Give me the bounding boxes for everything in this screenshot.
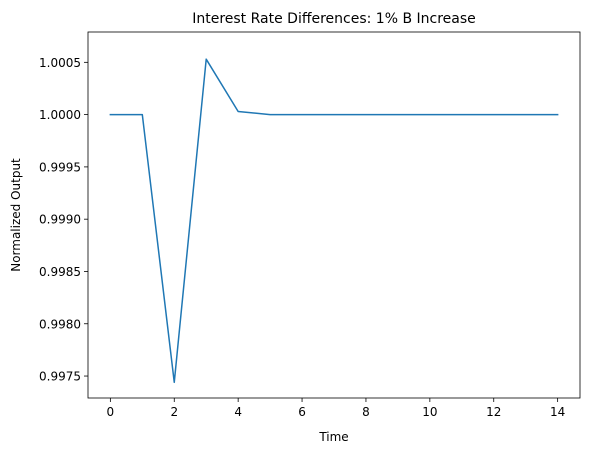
x-tick-label: 0 [107,405,115,419]
chart-title: Interest Rate Differences: 1% B Increase [192,11,476,27]
y-tick-label: 0.9980 [39,317,81,331]
x-tick-label: 10 [422,405,437,419]
y-tick-label: 0.9990 [39,213,81,227]
x-axis-title: Time [318,430,348,444]
y-tick-label: 0.9975 [39,370,81,384]
y-axis-title: Normalized Output [9,158,23,272]
x-tick-label: 2 [170,405,178,419]
x-tick-label: 6 [298,405,306,419]
x-tick-label: 14 [550,405,565,419]
y-tick-label: 0.9985 [39,265,81,279]
x-tick-label: 4 [234,405,242,419]
series-line [109,58,559,384]
x-tick-label: 8 [362,405,370,419]
x-axis: 0 2 4 6 8 10 12 14 [107,398,565,419]
y-tick-label: 1.0000 [39,108,81,122]
y-tick-label: 0.9995 [39,160,81,174]
y-axis: 0.9975 0.9980 0.9985 0.9990 0.9995 1.0000 1.00… [39,56,88,384]
axes-frame [87,31,581,399]
plot-area [109,58,559,384]
y-tick-label: 1.0005 [39,56,81,70]
x-tick-label: 12 [486,405,501,419]
